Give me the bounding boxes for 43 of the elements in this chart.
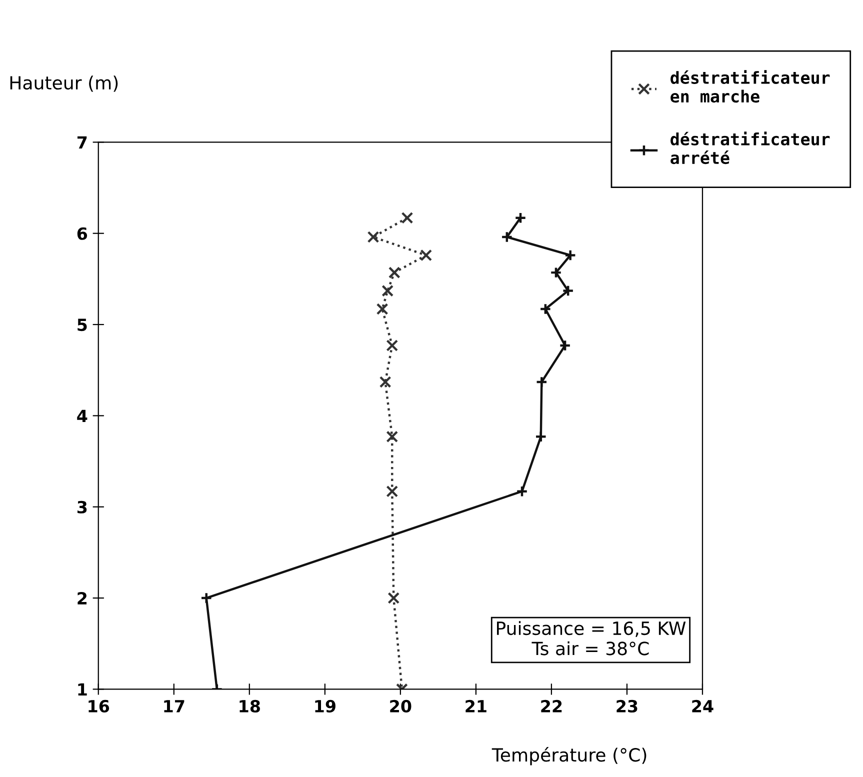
point	[500, 231, 513, 243]
point	[420, 249, 432, 262]
y-tick-label: 6	[77, 227, 88, 240]
x-tick-label: 18	[240, 700, 260, 713]
y-tick-label: 5	[78, 318, 87, 332]
y-tick-label: 2	[78, 592, 87, 604]
point	[386, 430, 398, 443]
x-tick-label: 19	[315, 700, 336, 713]
x-tick-label: 22	[541, 700, 562, 712]
point	[386, 485, 398, 498]
point	[382, 284, 394, 297]
point	[564, 249, 576, 262]
point	[559, 340, 572, 352]
x-tick-label: 21	[466, 700, 486, 712]
y-tick-label: 3	[77, 500, 87, 514]
point	[200, 592, 212, 604]
legend-label: déstratificateur arrété	[670, 132, 830, 164]
point	[386, 340, 398, 352]
point	[562, 284, 574, 297]
y-tick-label: 7	[77, 136, 87, 149]
point	[539, 303, 552, 315]
y-tick-label: 1	[78, 683, 87, 696]
x-tick-label: 24	[692, 700, 714, 712]
x-tick-label: 23	[616, 700, 638, 713]
point	[379, 376, 392, 388]
point	[550, 266, 562, 279]
x-tick-label: 17	[164, 700, 184, 712]
point	[388, 266, 400, 279]
point	[401, 212, 414, 224]
point	[536, 376, 548, 388]
y-axis-title: Hauteur (m)	[10, 76, 118, 92]
point	[534, 430, 547, 443]
x-axis-title: Température (°C)	[492, 747, 646, 766]
annotation: Puissance = 16,5 KW Ts air = 38°C	[497, 621, 686, 656]
x-tick-label: 16	[88, 700, 110, 713]
point	[376, 303, 388, 315]
x-tick-label: 20	[390, 700, 412, 713]
point	[516, 485, 528, 498]
point	[514, 212, 526, 224]
legend-label: déstratificateur en marche	[670, 70, 830, 103]
point	[367, 231, 380, 243]
y-tick-label: 4	[77, 410, 88, 422]
point	[388, 592, 400, 604]
